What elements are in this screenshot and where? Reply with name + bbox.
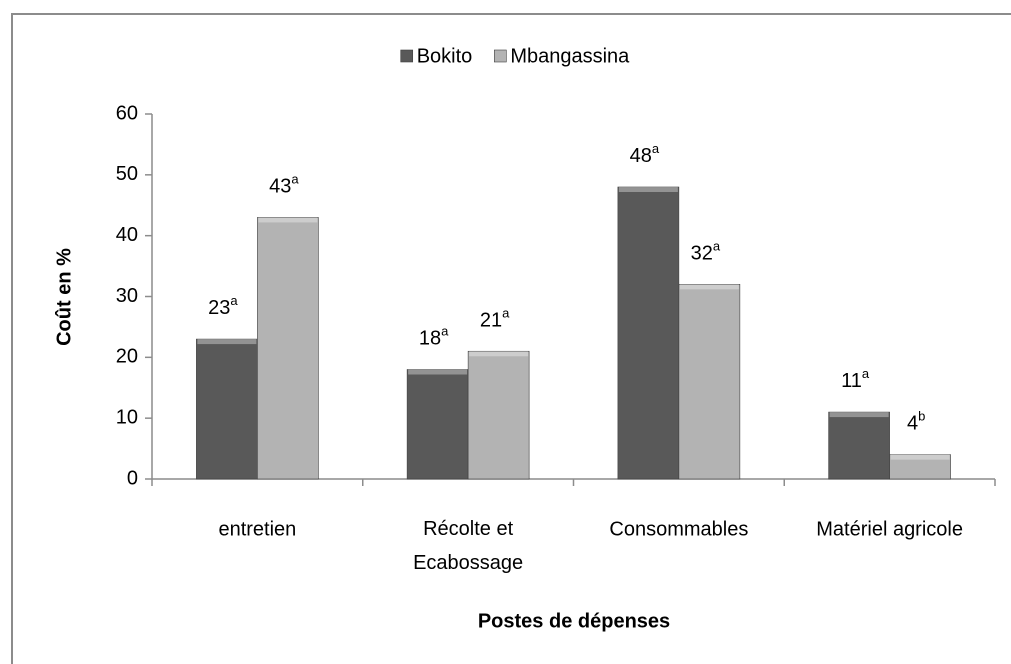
value-label: 21a bbox=[480, 306, 510, 332]
value-label: 11a bbox=[841, 367, 870, 393]
bar-highlight bbox=[618, 187, 678, 192]
value-label: 48a bbox=[630, 141, 660, 167]
value-number: 23 bbox=[208, 297, 230, 319]
bar bbox=[467, 350, 530, 480]
x-axis-title: Postes de dépenses bbox=[478, 610, 670, 632]
significance-letter: a bbox=[502, 306, 510, 321]
value-number: 43 bbox=[269, 176, 291, 198]
significance-letter: a bbox=[862, 367, 870, 382]
bar bbox=[406, 369, 469, 480]
bar-highlight bbox=[258, 217, 318, 223]
significance-letter: a bbox=[441, 324, 449, 339]
bar bbox=[828, 411, 890, 480]
chart-border bbox=[11, 13, 1011, 664]
bar-highlight bbox=[679, 284, 739, 290]
significance-letter: a bbox=[713, 239, 721, 254]
bar bbox=[257, 217, 319, 480]
bar-highlight bbox=[890, 454, 950, 460]
bar-highlight bbox=[469, 351, 529, 357]
value-number: 32 bbox=[691, 243, 713, 265]
y-tick-label: 0 bbox=[127, 467, 138, 489]
value-number: 4 bbox=[907, 413, 918, 435]
y-tick-label: 60 bbox=[116, 102, 138, 124]
value-label: 43a bbox=[269, 172, 299, 198]
legend-swatch bbox=[494, 49, 507, 63]
bar bbox=[617, 186, 680, 480]
y-axis-title: Coût en % bbox=[53, 248, 75, 346]
bar-highlight bbox=[829, 412, 889, 418]
y-tick-label: 20 bbox=[116, 346, 138, 368]
value-number: 21 bbox=[480, 310, 502, 332]
bar bbox=[196, 338, 258, 480]
legend-label: Bokito bbox=[417, 45, 473, 67]
significance-letter: b bbox=[918, 409, 925, 424]
value-label: 32a bbox=[691, 239, 721, 265]
y-tick-label: 40 bbox=[116, 224, 138, 246]
bar bbox=[889, 454, 951, 480]
significance-letter: a bbox=[291, 172, 299, 187]
value-label: 4b bbox=[907, 409, 925, 435]
bar bbox=[678, 284, 741, 480]
legend-label: Mbangassina bbox=[510, 45, 630, 67]
value-number: 11 bbox=[841, 370, 862, 392]
x-tick-label: Récolte et Ecabossage bbox=[413, 518, 523, 574]
y-tick-label: 50 bbox=[116, 163, 138, 185]
value-number: 18 bbox=[419, 328, 441, 350]
value-label: 23a bbox=[208, 294, 238, 320]
x-tick-label: Consommables bbox=[609, 518, 748, 540]
x-tick-label: entretien bbox=[218, 518, 296, 540]
value-label: 18a bbox=[419, 324, 449, 350]
value-number: 48 bbox=[630, 145, 652, 167]
y-tick-label: 30 bbox=[116, 285, 138, 307]
bar-highlight bbox=[197, 339, 257, 345]
significance-letter: a bbox=[230, 294, 238, 309]
significance-letter: a bbox=[652, 141, 660, 156]
legend-swatch bbox=[400, 49, 414, 63]
bar-highlight bbox=[408, 369, 468, 375]
x-tick-label: Matériel agricole bbox=[816, 518, 963, 540]
legend: Bokito Mbangassina bbox=[400, 45, 630, 67]
y-tick-label: 10 bbox=[116, 406, 138, 428]
